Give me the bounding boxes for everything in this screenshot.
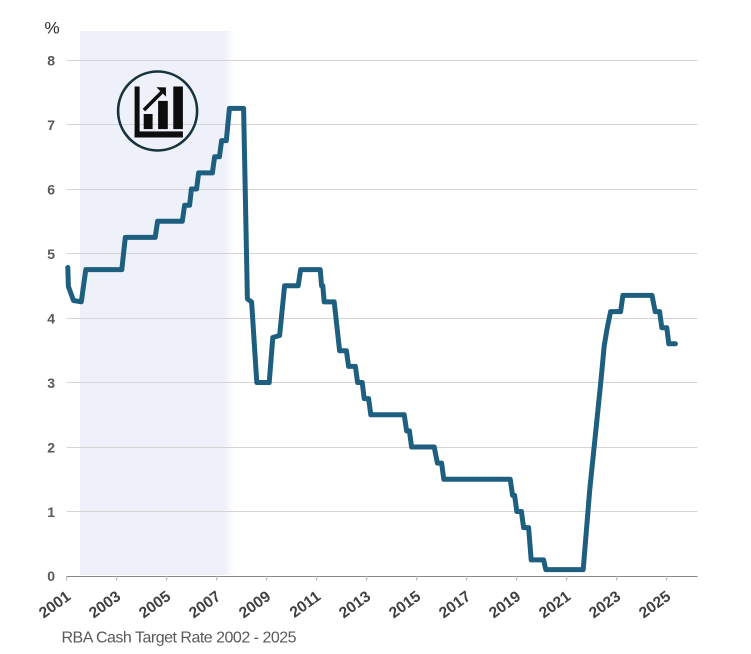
- svg-text:7: 7: [47, 117, 55, 133]
- svg-text:2025: 2025: [636, 588, 674, 622]
- svg-text:0: 0: [47, 568, 55, 584]
- svg-text:RBA Cash Target Rate 2002 - 20: RBA Cash Target Rate 2002 - 2025: [62, 630, 297, 647]
- svg-text:8: 8: [47, 53, 55, 69]
- svg-text:2007: 2007: [186, 588, 224, 622]
- svg-text:2023: 2023: [586, 588, 624, 622]
- svg-text:2005: 2005: [136, 588, 174, 622]
- svg-text:2009: 2009: [236, 588, 274, 622]
- svg-text:2017: 2017: [436, 588, 474, 622]
- svg-text:1: 1: [47, 504, 55, 520]
- svg-text:3: 3: [47, 375, 55, 391]
- svg-text:6: 6: [47, 182, 55, 198]
- svg-text:2003: 2003: [86, 588, 124, 622]
- svg-text:2021: 2021: [536, 588, 574, 622]
- svg-text:2013: 2013: [336, 588, 374, 622]
- svg-text:2: 2: [47, 440, 55, 456]
- svg-text:5: 5: [47, 246, 55, 262]
- svg-text:%: %: [45, 19, 60, 38]
- svg-text:2011: 2011: [287, 588, 325, 622]
- svg-text:2015: 2015: [386, 588, 424, 622]
- svg-text:2019: 2019: [486, 588, 524, 622]
- svg-text:4: 4: [47, 311, 55, 327]
- svg-text:2001: 2001: [36, 588, 74, 622]
